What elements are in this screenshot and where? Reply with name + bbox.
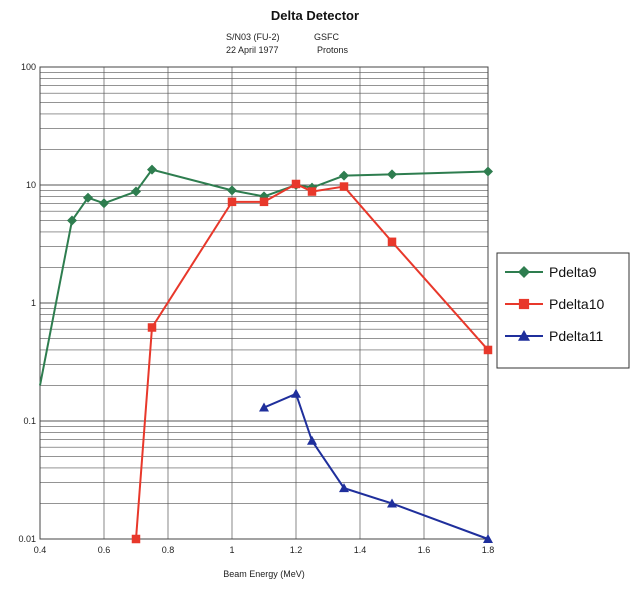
legend-label: Pdelta11	[549, 328, 603, 344]
y-tick-label: 0.1	[23, 416, 36, 426]
data-point-square	[227, 197, 237, 207]
data-point-square	[307, 187, 317, 196]
series-group	[39, 164, 493, 544]
plot-area-border	[39, 66, 489, 540]
data-point-diamond	[147, 164, 157, 175]
data-point-square	[147, 323, 157, 332]
data-point-diamond	[67, 215, 77, 226]
data-point-square	[518, 298, 530, 310]
data-point-square	[259, 197, 269, 207]
subtitle-date: 22 April 1977	[226, 45, 279, 55]
data-point-triangle	[307, 435, 317, 445]
data-point-diamond	[83, 192, 93, 203]
y-tick-label: 0.01	[18, 534, 36, 544]
x-tick-label: 1.8	[482, 545, 495, 555]
series-pdelta10	[131, 179, 493, 544]
x-tick-label: 0.6	[98, 545, 111, 555]
series-line	[135, 182, 489, 540]
data-point-diamond	[518, 266, 530, 278]
subtitle-serial: S/N03 (FU-2)	[226, 32, 280, 42]
chart-title: Delta Detector	[271, 8, 359, 23]
data-point-square	[483, 345, 493, 355]
data-point-triangle	[259, 402, 269, 412]
data-point-diamond	[99, 198, 109, 209]
series-pdelta11	[259, 388, 493, 543]
subtitle-particle: Protons	[317, 45, 349, 55]
data-point-square	[387, 237, 397, 247]
x-tick-label: 1.6	[418, 545, 431, 555]
data-point-triangle	[483, 534, 493, 543]
legend-label: Pdelta10	[549, 296, 604, 312]
legend-item: Pdelta11	[505, 328, 603, 344]
x-tick-label: 0.4	[34, 545, 47, 555]
data-point-triangle	[387, 498, 397, 508]
legend: Pdelta9 Pdelta10 Pdelta11	[496, 252, 630, 369]
x-tick-label: 1.4	[354, 545, 367, 555]
data-point-triangle	[518, 330, 530, 341]
data-point-square	[339, 182, 349, 191]
data-point-square	[131, 534, 141, 544]
x-tick-label: 0.8	[162, 545, 175, 555]
subtitle-lab: GSFC	[314, 32, 340, 42]
x-axis-label: Beam Energy (MeV)	[223, 569, 305, 579]
y-tick-label: 10	[26, 180, 36, 190]
x-tick-label: 1.2	[290, 545, 303, 555]
legend-item: Pdelta9	[505, 264, 597, 280]
data-point-triangle	[339, 483, 349, 493]
grid	[39, 66, 489, 540]
series-line	[263, 392, 489, 540]
legend-item: Pdelta10	[505, 296, 604, 312]
data-point-diamond	[339, 170, 349, 181]
data-point-diamond	[483, 166, 493, 177]
data-point-diamond	[387, 169, 397, 180]
data-point-triangle	[291, 388, 301, 398]
data-point-diamond	[227, 185, 237, 196]
x-tick-label: 1	[229, 545, 234, 555]
data-point-diamond	[131, 186, 141, 197]
data-point-square	[291, 179, 301, 189]
y-tick-label: 100	[21, 62, 36, 72]
tick-labels: 0.4 0.6 0.8 1 1.2 1.4 1.6 1.8 0.01 0.1 1 10 100	[18, 62, 494, 555]
y-tick-label: 1	[31, 298, 36, 308]
legend-label: Pdelta9	[549, 264, 597, 280]
